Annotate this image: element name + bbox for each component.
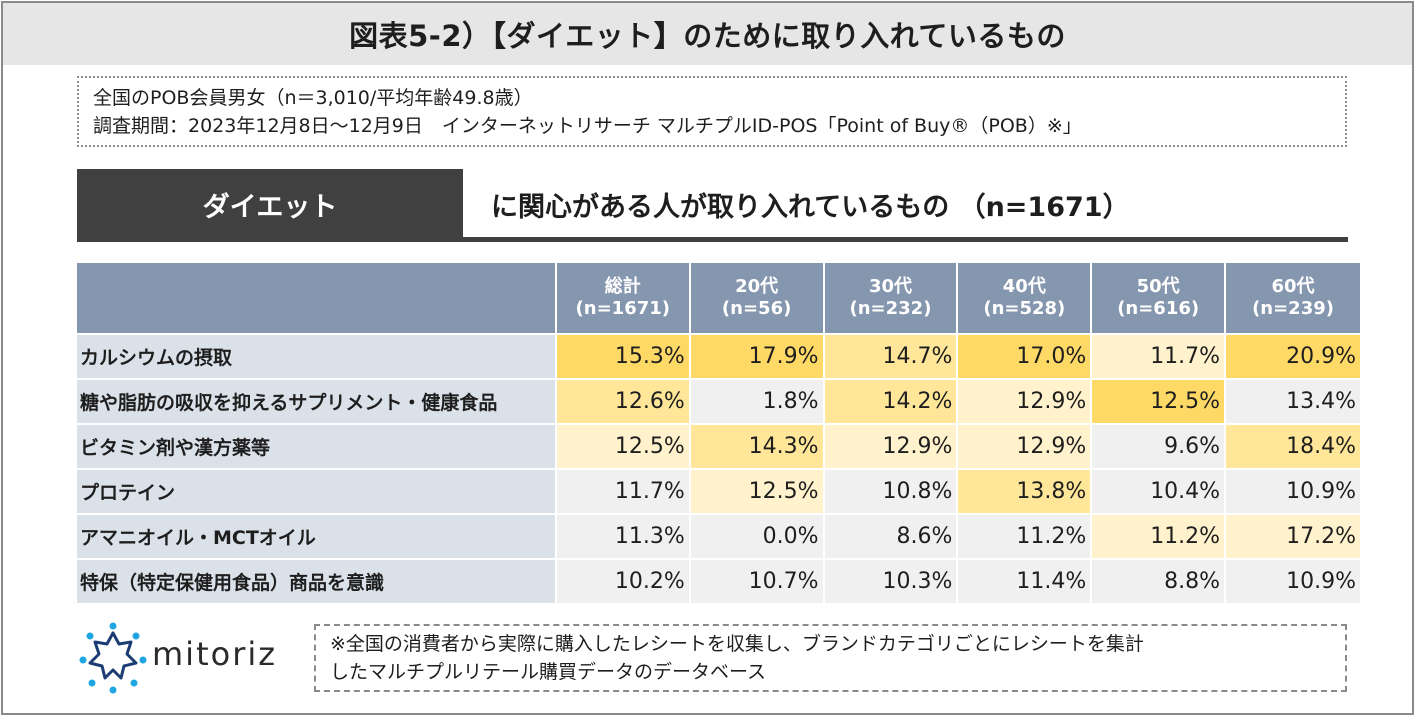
- table-row: 特保（特定保健用食品）商品を意識 10.2% 10.7% 10.3% 11.4%…: [77, 558, 1360, 603]
- column-header: 30代 (n=232): [824, 263, 959, 333]
- figure-title: 図表5-2）【ダイエット】のために取り入れているもの: [349, 19, 1066, 53]
- table-cell: 17.0%: [958, 333, 1093, 378]
- section-heading: ダイエット に関心がある人が取り入れているもの （n=1671）: [77, 169, 1348, 243]
- results-table: 総計 (n=1671) 20代 (n=56) 30代 (n=232) 40代 (n=52…: [77, 263, 1360, 603]
- column-header: 50代 (n=616): [1092, 263, 1227, 333]
- row-label: カルシウムの摂取: [77, 333, 557, 378]
- column-header: 40代 (n=528): [958, 263, 1093, 333]
- table-cell: 13.4%: [1226, 378, 1360, 423]
- table-cell: 11.2%: [958, 513, 1093, 558]
- table-cell: 14.7%: [824, 333, 959, 378]
- footnote-line-1: ※全国の消費者から実際に購入したレシートを収集し、ブランドカテゴリごとにレシート…: [330, 633, 1144, 655]
- table-cell: 12.9%: [958, 423, 1093, 468]
- table-cell: 11.7%: [1092, 333, 1227, 378]
- column-header: 20代 (n=56): [690, 263, 825, 333]
- table-cell: 14.2%: [824, 378, 959, 423]
- table-row: ビタミン剤や漢方薬等 12.5% 14.3% 12.9% 12.9% 9.6% …: [77, 423, 1360, 468]
- heading-rule: [77, 237, 1348, 242]
- table-cell: 10.9%: [1226, 468, 1360, 513]
- table-row: プロテイン 11.7% 12.5% 10.8% 13.8% 10.4% 10.9…: [77, 468, 1360, 513]
- table-cell: 12.5%: [556, 423, 691, 468]
- row-label: アマニオイル・MCTオイル: [77, 513, 557, 558]
- table-row: 糖や脂肪の吸収を抑えるサプリメント・健康食品 12.6% 1.8% 14.2% …: [77, 378, 1360, 423]
- table-cell: 15.3%: [556, 333, 691, 378]
- survey-line-2: 調査期間：2023年12月8日～12月9日 インターネットリサーチ マルチプルI…: [93, 115, 1082, 137]
- footnote-box: ※全国の消費者から実際に購入したレシートを収集し、ブランドカテゴリごとにレシート…: [314, 624, 1347, 692]
- table-row: カルシウムの摂取 15.3% 17.9% 14.7% 17.0% 11.7% 2…: [77, 333, 1360, 378]
- table-cell: 10.4%: [1092, 468, 1227, 513]
- corner-header: [77, 263, 557, 333]
- table-cell: 20.9%: [1226, 333, 1360, 378]
- table-cell: 8.8%: [1092, 558, 1227, 603]
- table-row: アマニオイル・MCTオイル 11.3% 0.0% 8.6% 11.2% 11.2…: [77, 513, 1360, 558]
- table-cell: 10.8%: [824, 468, 959, 513]
- table-cell: 10.7%: [690, 558, 825, 603]
- table-cell: 14.3%: [690, 423, 825, 468]
- mitoriz-logo: mitoriz: [78, 620, 298, 696]
- table-cell: 12.5%: [1092, 378, 1227, 423]
- sunburst-logo-icon: [79, 622, 147, 694]
- table-cell: 17.2%: [1226, 513, 1360, 558]
- table-cell: 10.3%: [824, 558, 959, 603]
- table-cell: 12.5%: [690, 468, 825, 513]
- title-bar: 図表5-2）【ダイエット】のために取り入れているもの: [3, 3, 1412, 65]
- row-label: ビタミン剤や漢方薬等: [77, 423, 557, 468]
- logo-wordmark: mitoriz: [152, 635, 278, 673]
- row-label: 糖や脂肪の吸収を抑えるサプリメント・健康食品: [77, 378, 557, 423]
- table-cell: 9.6%: [1092, 423, 1227, 468]
- table-cell: 10.2%: [556, 558, 691, 603]
- survey-info-box: 全国のPOB会員男女（n＝3,010/平均年齢49.8歳） 調査期間：2023年…: [77, 76, 1347, 147]
- table-cell: 10.9%: [1226, 558, 1360, 603]
- column-header: 60代 (n=239): [1226, 263, 1360, 333]
- section-subtitle: に関心がある人が取り入れているもの （n=1671）: [491, 191, 1130, 223]
- table-cell: 12.9%: [824, 423, 959, 468]
- table-cell: 1.8%: [690, 378, 825, 423]
- table-cell: 11.7%: [556, 468, 691, 513]
- table-cell: 11.3%: [556, 513, 691, 558]
- table-cell: 8.6%: [824, 513, 959, 558]
- table-cell: 13.8%: [958, 468, 1093, 513]
- row-label: 特保（特定保健用食品）商品を意識: [77, 558, 557, 603]
- row-label: プロテイン: [77, 468, 557, 513]
- table-cell: 11.2%: [1092, 513, 1227, 558]
- topic-tag: ダイエット: [77, 169, 463, 239]
- column-header: 総計 (n=1671): [556, 263, 691, 333]
- table-cell: 0.0%: [690, 513, 825, 558]
- table-header-row: 総計 (n=1671) 20代 (n=56) 30代 (n=232) 40代 (n=52…: [77, 263, 1360, 333]
- table-cell: 12.9%: [958, 378, 1093, 423]
- survey-line-1: 全国のPOB会員男女（n＝3,010/平均年齢49.8歳）: [93, 87, 533, 109]
- table-cell: 17.9%: [690, 333, 825, 378]
- table-cell: 12.6%: [556, 378, 691, 423]
- footnote-line-2: したマルチプルリテール購買データのデータベース: [330, 661, 767, 683]
- table-cell: 11.4%: [958, 558, 1093, 603]
- table-cell: 18.4%: [1226, 423, 1360, 468]
